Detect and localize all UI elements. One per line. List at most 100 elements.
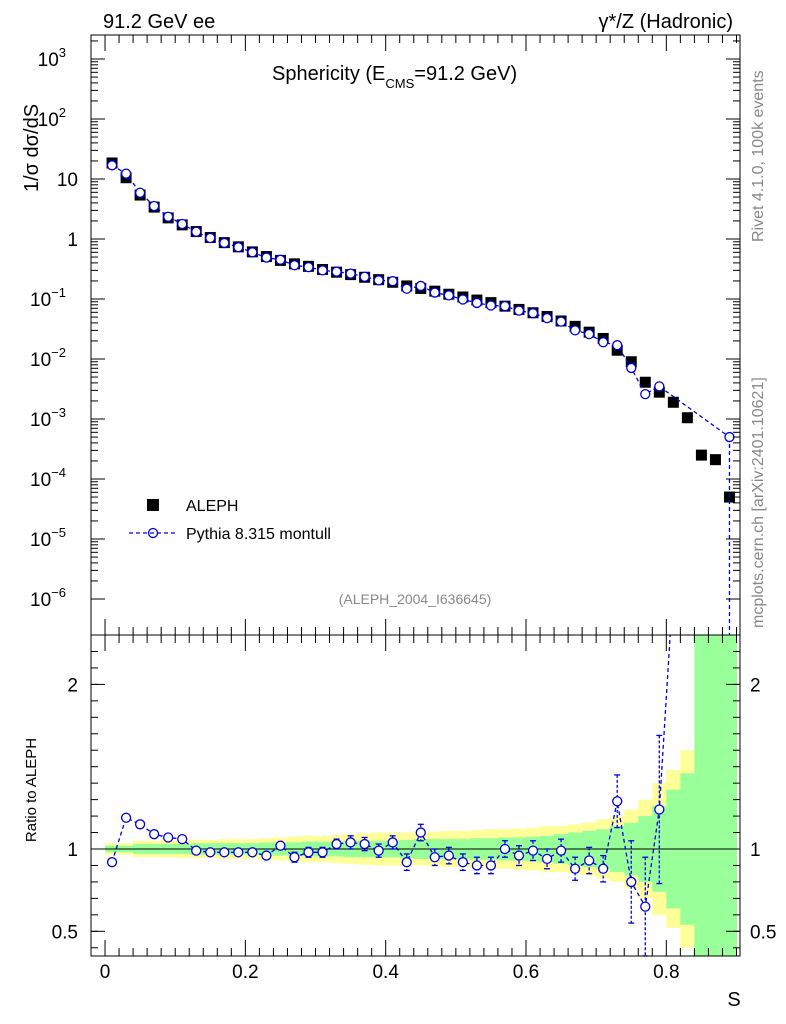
- pythia-point: [331, 266, 342, 277]
- ratio-point: [471, 860, 483, 871]
- aleph-point: [695, 449, 707, 461]
- ratio-y-tick-label-right: 1: [750, 840, 761, 861]
- ratio-point: [457, 857, 469, 868]
- ratio-marks: [91, 635, 740, 957]
- ratio-point: [569, 863, 581, 874]
- pythia-point: [359, 271, 370, 282]
- y-tick-label: 10−5: [30, 525, 66, 551]
- ratio-y-tick-label: 2: [67, 675, 78, 696]
- ratio-ylabel: Ratio to ALEPH: [23, 738, 40, 842]
- aleph-point: [709, 454, 721, 466]
- pythia-point: [724, 431, 735, 443]
- rivet-label: Rivet 4.1.0, 100k events: [750, 70, 767, 242]
- uncertainty-band: [722, 635, 737, 956]
- pythia-point: [401, 283, 412, 294]
- ratio-point: [106, 857, 118, 868]
- aleph-point: [625, 356, 637, 368]
- pythia-point: [513, 305, 525, 316]
- ratio-point: [289, 852, 300, 863]
- pythia-point: [205, 232, 216, 244]
- pythia-point: [429, 287, 440, 298]
- ratio-y-tick-label-right: 0.5: [750, 922, 776, 943]
- pythia-point: [584, 328, 595, 340]
- pythia-point: [345, 268, 356, 279]
- ratio-point: [120, 812, 132, 823]
- pythia-point: [219, 237, 230, 249]
- legend-pythia-marker: [147, 527, 159, 539]
- legend-pythia-label: Pythia 8.315 montull: [186, 526, 331, 543]
- ratio-point: [191, 845, 202, 856]
- ratio-frame: [90, 634, 741, 957]
- x-tick-label: 0.2: [232, 962, 258, 983]
- aleph-point: [681, 412, 693, 424]
- pythia-point: [317, 265, 328, 276]
- x-tick-label: 0: [100, 962, 111, 983]
- uncertainty-band: [708, 635, 723, 956]
- x-tick-label: 0.6: [513, 962, 539, 983]
- ratio-point: [303, 847, 314, 858]
- ratio-point: [134, 819, 146, 830]
- ratio-point: [499, 843, 511, 855]
- ratio-point: [163, 832, 174, 843]
- pythia-line: [111, 164, 730, 438]
- pythia-point: [191, 226, 202, 237]
- main-ylabel: 1/σ dσ/dS: [21, 104, 43, 192]
- ratio-point: [177, 833, 188, 845]
- aleph-point: [639, 376, 651, 388]
- ratio-point: [598, 863, 609, 874]
- pythia-point: [612, 340, 623, 351]
- ratio-point: [513, 850, 525, 861]
- main-frame: [90, 34, 741, 636]
- pythia-point: [654, 381, 665, 392]
- pythia-point: [415, 280, 426, 292]
- pythia-point: [640, 388, 651, 400]
- aleph-point: [667, 396, 679, 408]
- ratio-point: [555, 845, 567, 856]
- ratio-point: [654, 804, 665, 815]
- pythia-point: [106, 160, 118, 171]
- header-left-label: 91.2 GeV ee: [103, 11, 215, 33]
- legend-aleph-marker: [147, 499, 159, 511]
- chart-title: Sphericity (ECMS=91.2 GeV): [272, 63, 517, 91]
- pythia-point: [598, 337, 609, 348]
- aleph-point: [653, 386, 665, 398]
- ratio-point: [640, 901, 651, 912]
- ratio-point: [415, 827, 426, 838]
- y-tick-label: 10−4: [30, 465, 66, 491]
- ratio-point: [247, 847, 258, 858]
- ratio-y-tick-label: 1: [67, 840, 78, 861]
- ratio-point: [626, 876, 637, 888]
- ratio-point: [261, 850, 272, 861]
- pythia-point: [569, 325, 581, 336]
- pythia-point: [499, 301, 511, 312]
- pythia-point: [148, 200, 160, 212]
- ratio-point: [429, 852, 440, 863]
- y-tick-label: 10−2: [30, 345, 66, 371]
- pythia-point: [247, 247, 258, 258]
- pythia-point: [120, 168, 132, 179]
- y-tick-label: 103: [38, 45, 66, 71]
- ratio-point: [275, 840, 286, 851]
- analysis-watermark: (ALEPH_2004_I636645): [339, 591, 492, 607]
- pythia-point: [134, 187, 146, 198]
- x-tick-label: 0.4: [372, 962, 399, 983]
- ratio-point: [527, 845, 539, 856]
- ratio-point: [373, 845, 384, 856]
- ratio-point: [359, 838, 370, 850]
- pythia-point: [457, 294, 469, 305]
- pythia-point: [527, 308, 539, 319]
- pythia-point: [541, 312, 553, 324]
- header-right-label: γ*/Z (Hadronic): [599, 11, 733, 33]
- pythia-point: [289, 260, 300, 271]
- mcplots-label: mcplots.cern.ch [arXiv:2401.10621]: [750, 377, 767, 628]
- ratio-point: [219, 847, 230, 858]
- pythia-point: [485, 300, 497, 311]
- ratio-point: [205, 847, 216, 858]
- pythia-point: [177, 218, 188, 230]
- ratio-axes: 0.5 0.5 1 1 2 2 0 0.2 0.4 0.6 0.8: [52, 635, 776, 983]
- legend-aleph-label: ALEPH: [186, 498, 238, 515]
- ratio-point: [233, 847, 244, 858]
- ratio-point: [401, 857, 412, 868]
